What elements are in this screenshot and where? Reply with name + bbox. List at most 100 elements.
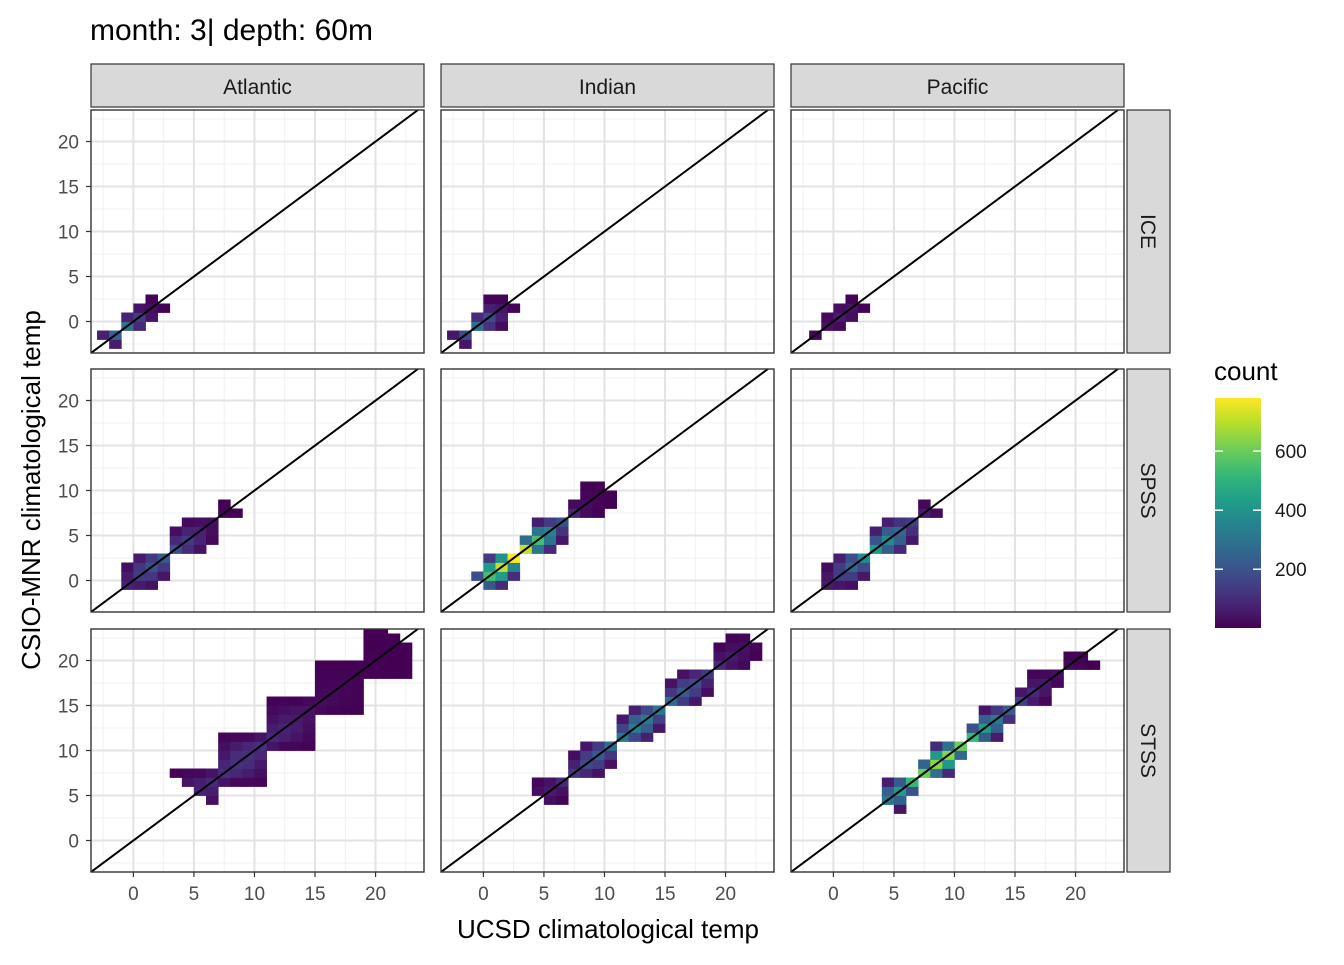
- heatmap-bin: [821, 562, 834, 572]
- heatmap-bin: [713, 651, 726, 661]
- heatmap-bin: [145, 571, 158, 581]
- heatmap-bin: [556, 795, 569, 805]
- panel-border: [790, 109, 1125, 354]
- heatmap-bin: [495, 580, 508, 590]
- legend-tick-label: 600: [1275, 442, 1307, 463]
- identity-line: [441, 110, 769, 353]
- heatmap-bin: [543, 777, 557, 787]
- identity-line: [791, 369, 1119, 612]
- heatmap-bin: [881, 526, 895, 536]
- heatmap-bin: [254, 732, 267, 742]
- heatmap-bin: [399, 669, 413, 679]
- heatmap-bin: [1002, 714, 1016, 724]
- heatmap-bin: [121, 562, 134, 572]
- heatmap-bin: [254, 768, 267, 778]
- heatmap-bin: [109, 339, 122, 349]
- heatmap-bin: [327, 705, 340, 715]
- panel-content: [91, 629, 424, 872]
- heatmap-bin: [725, 660, 739, 670]
- panel-indian-spss: [440, 368, 775, 613]
- heatmap-bin: [254, 750, 267, 760]
- heatmap-bin: [447, 330, 460, 340]
- heatmap-bin: [145, 294, 158, 304]
- heatmap-bin: [339, 660, 352, 670]
- y-tick-label: 5: [68, 787, 79, 808]
- heatmap-bin: [339, 696, 352, 706]
- heatmap-bin: [652, 723, 666, 733]
- heatmap-bin: [399, 651, 413, 661]
- panel-border: [790, 628, 1125, 873]
- heatmap-bin: [845, 312, 858, 322]
- identity-line: [91, 369, 419, 612]
- heatmap-bin: [302, 696, 316, 706]
- heatmap-bin: [1015, 687, 1028, 697]
- heatmap-bin: [821, 571, 834, 581]
- heatmap-bin: [568, 759, 581, 769]
- heatmap-bin: [942, 759, 955, 769]
- heatmap-bin: [893, 535, 907, 545]
- panel-content: [791, 369, 1124, 612]
- facet-strip-indian: [440, 63, 775, 108]
- panel-border: [440, 628, 775, 873]
- heatmap-bin: [327, 678, 340, 688]
- y-tick-label: 5: [68, 527, 79, 548]
- heatmap-bin: [315, 705, 328, 715]
- heatmap-bin: [218, 759, 231, 769]
- heatmap-bin: [97, 330, 110, 340]
- heatmap-bin: [169, 526, 183, 536]
- heatmap-bin: [580, 750, 593, 760]
- heatmap-bin: [495, 553, 508, 563]
- heatmap-bin: [930, 768, 943, 778]
- heatmap-bin: [459, 339, 472, 349]
- x-tick-label: 20: [715, 884, 736, 905]
- heatmap-bin: [302, 741, 316, 751]
- heatmap-bin: [157, 303, 171, 313]
- heatmap-bin: [640, 732, 654, 742]
- heatmap-bin: [375, 642, 389, 652]
- heatmap-bin: [363, 651, 376, 661]
- heatmap-bin: [206, 786, 219, 796]
- heatmap-bin: [278, 741, 292, 751]
- heatmap-bin: [375, 633, 389, 643]
- heatmap-bin: [507, 562, 521, 572]
- heatmap-bin: [363, 642, 376, 652]
- heatmap-bin: [845, 553, 858, 563]
- heatmap-bin: [966, 723, 980, 733]
- heatmap-bin: [881, 786, 895, 796]
- heatmap-bin: [266, 714, 280, 724]
- heatmap-bin: [351, 660, 364, 670]
- heatmap-bin: [833, 321, 846, 331]
- heatmap-bin: [845, 294, 858, 304]
- heatmap-bin: [543, 795, 557, 805]
- heatmap-bin: [918, 759, 931, 769]
- facet-strip-stss: [1126, 628, 1171, 873]
- x-tick-label: 10: [594, 884, 615, 905]
- heatmap-bin: [133, 321, 146, 331]
- heatmap-bin: [942, 768, 955, 778]
- heatmap-bin: [483, 553, 496, 563]
- heatmap-bin: [942, 741, 955, 751]
- heatmap-bin: [302, 732, 316, 742]
- x-tick-label: 20: [365, 884, 386, 905]
- x-tick-label: 15: [1004, 884, 1025, 905]
- heatmap-bin: [206, 535, 219, 545]
- heatmap-bin: [133, 562, 146, 572]
- heatmap-bin: [507, 303, 521, 313]
- heatmap-bin: [290, 705, 304, 715]
- identity-line: [791, 110, 1119, 353]
- heatmap-bin: [592, 508, 605, 518]
- facet-label-ice: ICE: [1136, 214, 1159, 249]
- heatmap-bin: [906, 786, 919, 796]
- y-tick-label: 10: [58, 482, 79, 503]
- heatmap-bin: [181, 768, 195, 778]
- heatmap-bin: [930, 741, 943, 751]
- x-tick-label: 5: [539, 884, 550, 905]
- heatmap-bin: [351, 678, 364, 688]
- heatmap-bin: [701, 687, 714, 697]
- facet-label-spss: SPSS: [1136, 462, 1159, 518]
- heatmap-bin: [568, 750, 581, 760]
- heatmap-bin: [543, 517, 557, 527]
- heatmap-bin: [833, 553, 846, 563]
- heatmap-bin: [483, 562, 496, 572]
